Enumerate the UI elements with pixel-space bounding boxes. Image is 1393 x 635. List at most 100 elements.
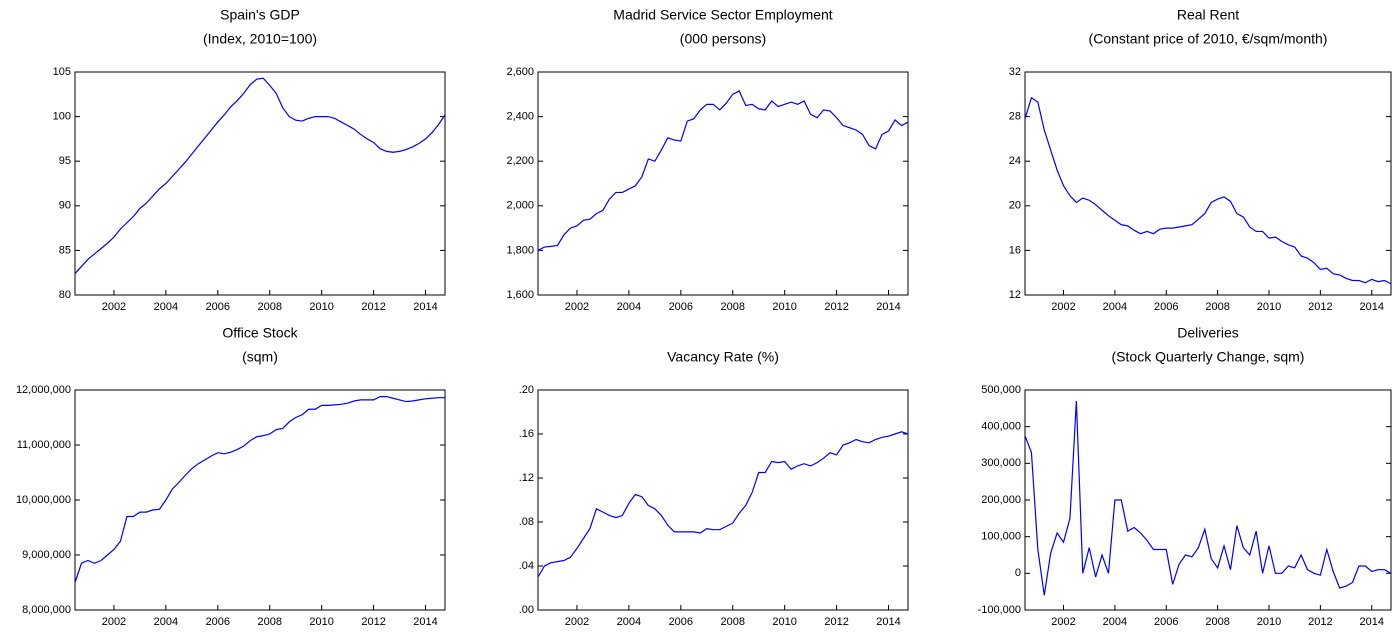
chart-title: Vacancy Rate (%) [667,349,779,365]
y-tick-label: 12 [1009,289,1021,301]
y-tick-label: -100,000 [978,604,1021,616]
data-line [537,431,909,578]
y-tick-label: 80 [59,289,71,301]
y-tick-label: 100,000 [981,531,1021,543]
x-tick-label: 2002 [565,616,589,628]
x-tick-label: 2006 [1154,301,1178,313]
y-tick-label: 9,000,000 [22,549,71,561]
y-tick-label: .08 [519,516,534,528]
y-tick-label: 20 [1009,200,1021,212]
data-line [74,396,445,583]
y-tick-label: 11,000,000 [17,439,71,451]
x-tick-label: 2014 [1359,616,1383,628]
x-tick-label: 2010 [309,301,333,313]
y-tick-label: 12,000,000 [16,384,71,396]
x-tick-label: 2006 [669,616,693,628]
y-tick-label: 500,000 [981,384,1021,396]
x-tick-label: 2010 [772,616,796,628]
x-tick-label: 2012 [1308,616,1332,628]
x-tick-label: 2012 [824,616,848,628]
x-tick-label: 2012 [361,301,385,313]
y-tick-label: 28 [1009,111,1021,123]
y-tick-label: .16 [519,428,534,440]
plot-frame [74,71,446,296]
y-tick-label: .04 [519,560,534,572]
x-tick-label: 2004 [154,301,178,313]
x-tick-label: 2012 [361,616,385,628]
y-tick-label: .20 [519,384,534,396]
x-tick-label: 2008 [257,616,281,628]
x-tick-label: 2002 [565,301,589,313]
plot-frame [537,71,909,296]
x-tick-label: 2010 [1257,616,1281,628]
chart-title: Real Rent [1177,7,1239,23]
plot-frame [537,389,909,611]
y-tick-label: 2,200 [506,155,534,167]
y-tick-label: 400,000 [981,421,1021,433]
x-tick-label: 2010 [772,301,796,313]
y-tick-label: 105 [53,66,71,78]
x-tick-label: 2008 [1205,301,1229,313]
y-tick-label: 0 [1015,567,1021,579]
x-tick-label: 2004 [617,301,641,313]
y-tick-label: 85 [59,244,71,256]
y-tick-label: 1,600 [506,289,534,301]
plot-frame [74,389,446,611]
x-tick-label: 2008 [720,301,744,313]
y-tick-label: 32 [1009,66,1021,78]
x-tick-label: 2014 [413,616,437,628]
x-tick-label: 2014 [1359,301,1383,313]
y-tick-label: 1,800 [506,244,534,256]
chart-title: Madrid Service Sector Employment [613,7,833,23]
chart-title: Office Stock [222,325,298,341]
x-tick-label: 2008 [257,301,281,313]
y-tick-label: 8,000,000 [22,604,71,616]
x-tick-label: 2012 [1308,301,1332,313]
x-tick-label: 2010 [1257,301,1281,313]
chart-subtitle: (000 persons) [680,31,766,47]
chart-subtitle: (Constant price of 2010, €/sqm/month) [1089,31,1328,47]
x-tick-label: 2010 [309,616,333,628]
x-tick-label: 2004 [154,616,178,628]
x-tick-label: 2006 [206,616,230,628]
y-tick-label: .00 [519,604,534,616]
x-tick-label: 2014 [876,616,900,628]
x-tick-label: 2004 [1103,616,1127,628]
y-tick-label: 10,000,000 [16,494,71,506]
y-tick-label: 2,600 [506,66,534,78]
x-tick-label: 2006 [1154,616,1178,628]
data-line [74,77,446,274]
x-tick-label: 2006 [669,301,693,313]
chart-title: Deliveries [1177,325,1238,341]
x-tick-label: 2002 [1051,301,1075,313]
chart-subtitle: (Index, 2010=100) [203,31,317,47]
x-tick-label: 2006 [206,301,230,313]
chart-title: Spain's GDP [220,7,300,23]
data-line [537,90,909,251]
chart-subtitle: (sqm) [242,349,278,365]
data-line [1024,96,1392,285]
x-tick-label: 2008 [720,616,744,628]
y-tick-label: 2,400 [506,111,534,123]
x-tick-label: 2012 [824,301,848,313]
y-tick-label: 95 [59,155,71,167]
x-tick-label: 2002 [1051,616,1075,628]
y-tick-label: 24 [1009,155,1021,167]
y-tick-label: 90 [59,200,71,212]
plot-frame [1024,71,1392,296]
y-tick-label: 2,000 [506,200,534,212]
x-tick-label: 2014 [876,301,900,313]
y-tick-label: .12 [519,472,534,484]
x-tick-label: 2014 [413,301,437,313]
x-tick-label: 2004 [1103,301,1127,313]
y-tick-label: 16 [1009,244,1021,256]
x-tick-label: 2008 [1205,616,1229,628]
data-line [1024,400,1392,596]
x-tick-label: 2002 [102,616,126,628]
y-tick-label: 200,000 [981,494,1021,506]
chart-subtitle: (Stock Quarterly Change, sqm) [1112,349,1305,365]
x-tick-label: 2002 [102,301,126,313]
y-tick-label: 100 [53,111,71,123]
y-tick-label: 300,000 [981,457,1021,469]
